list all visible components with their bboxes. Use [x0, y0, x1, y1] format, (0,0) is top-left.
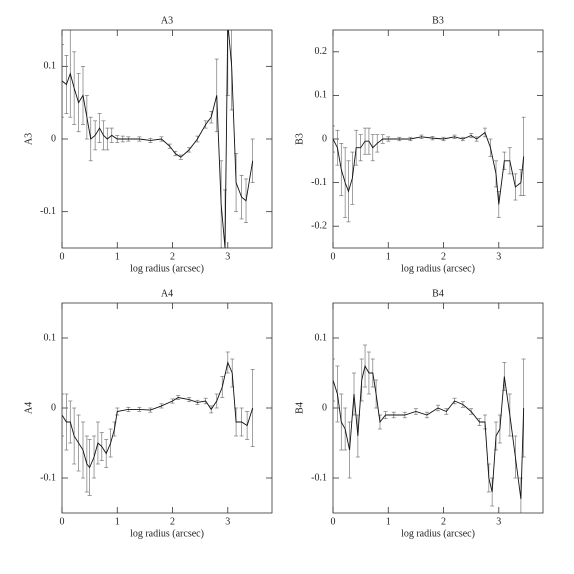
y-tick-label: 0.1	[44, 332, 57, 343]
plot-frame	[332, 29, 544, 249]
y-tick-label: -0.1	[40, 472, 56, 483]
panel-title: B3	[432, 15, 444, 26]
y-tick-label: 0	[51, 133, 56, 144]
x-axis-label: log radius (arcsec)	[130, 528, 204, 539]
x-tick-label: 2	[441, 516, 446, 527]
x-axis-label: log radius (arcsec)	[401, 263, 475, 274]
y-tick-label: 0.2	[315, 46, 328, 57]
plot-frame	[332, 302, 544, 514]
panel: A4 log radius (arcsec) A4 0 1 2 3 -0.1 0 0.1	[23, 288, 273, 539]
x-tick-label: 3	[225, 251, 230, 262]
plot-frame	[61, 29, 273, 249]
plot-area	[62, 351, 255, 496]
y-tick-label: -0.1	[311, 472, 327, 483]
x-tick-label: 2	[441, 251, 446, 262]
data-line	[62, 361, 254, 469]
panel: A3 log radius (arcsec) A3 0 1 2 3 -0.1 0 0.1	[23, 15, 273, 274]
y-tick-label: 0.1	[315, 332, 328, 343]
x-axis-label: log radius (arcsec)	[130, 263, 204, 274]
y-tick-label: -0.1	[40, 206, 56, 217]
data-line	[333, 131, 525, 205]
x-tick-label: 3	[496, 516, 501, 527]
x-tick-label: 0	[60, 251, 65, 262]
panel: B3 log radius (arcsec) B3 0 1 2 3 -0.2 -0.1 0 0.1 0…	[294, 15, 544, 274]
x-tick-label: 1	[386, 251, 391, 262]
panel-title: A3	[161, 15, 173, 26]
x-tick-label: 3	[225, 516, 230, 527]
error-bar	[333, 125, 335, 153]
x-tick-label: 1	[115, 251, 120, 262]
y-axis-label: B4	[294, 402, 305, 414]
x-tick-label: 2	[170, 251, 175, 262]
y-tick-label: 0.1	[44, 61, 57, 72]
y-tick-label: 0.1	[315, 90, 328, 101]
y-axis-label: A4	[23, 402, 34, 414]
panel-title: B4	[432, 288, 444, 299]
x-tick-label: 0	[60, 516, 65, 527]
plot-frame	[61, 302, 273, 514]
error-bar	[62, 44, 64, 118]
y-tick-label: 0	[322, 133, 327, 144]
x-tick-label: 0	[331, 516, 336, 527]
data-line	[333, 364, 525, 500]
x-tick-label: 2	[170, 516, 175, 527]
y-tick-label: -0.1	[311, 177, 327, 188]
x-tick-label: 0	[331, 251, 336, 262]
x-tick-label: 3	[496, 251, 501, 262]
y-tick-label: 0	[322, 402, 327, 413]
error-bar	[62, 393, 64, 437]
x-axis-label: log radius (arcsec)	[401, 528, 475, 539]
data-line	[62, 30, 254, 248]
y-tick-label: -0.2	[311, 220, 327, 231]
panel-title: A4	[161, 288, 173, 299]
y-axis-label: A3	[23, 133, 34, 145]
plot-area	[333, 344, 526, 513]
x-tick-label: 1	[115, 516, 120, 527]
x-tick-label: 1	[386, 516, 391, 527]
error-bar	[333, 358, 335, 402]
plot-area	[62, 30, 255, 248]
error-bar	[223, 189, 228, 248]
y-tick-label: 0	[51, 402, 56, 413]
plot-area	[333, 116, 526, 223]
y-axis-label: B3	[294, 133, 305, 145]
panel: B4 log radius (arcsec) B4 0 1 2 3 -0.1 0 0.1	[294, 288, 544, 539]
